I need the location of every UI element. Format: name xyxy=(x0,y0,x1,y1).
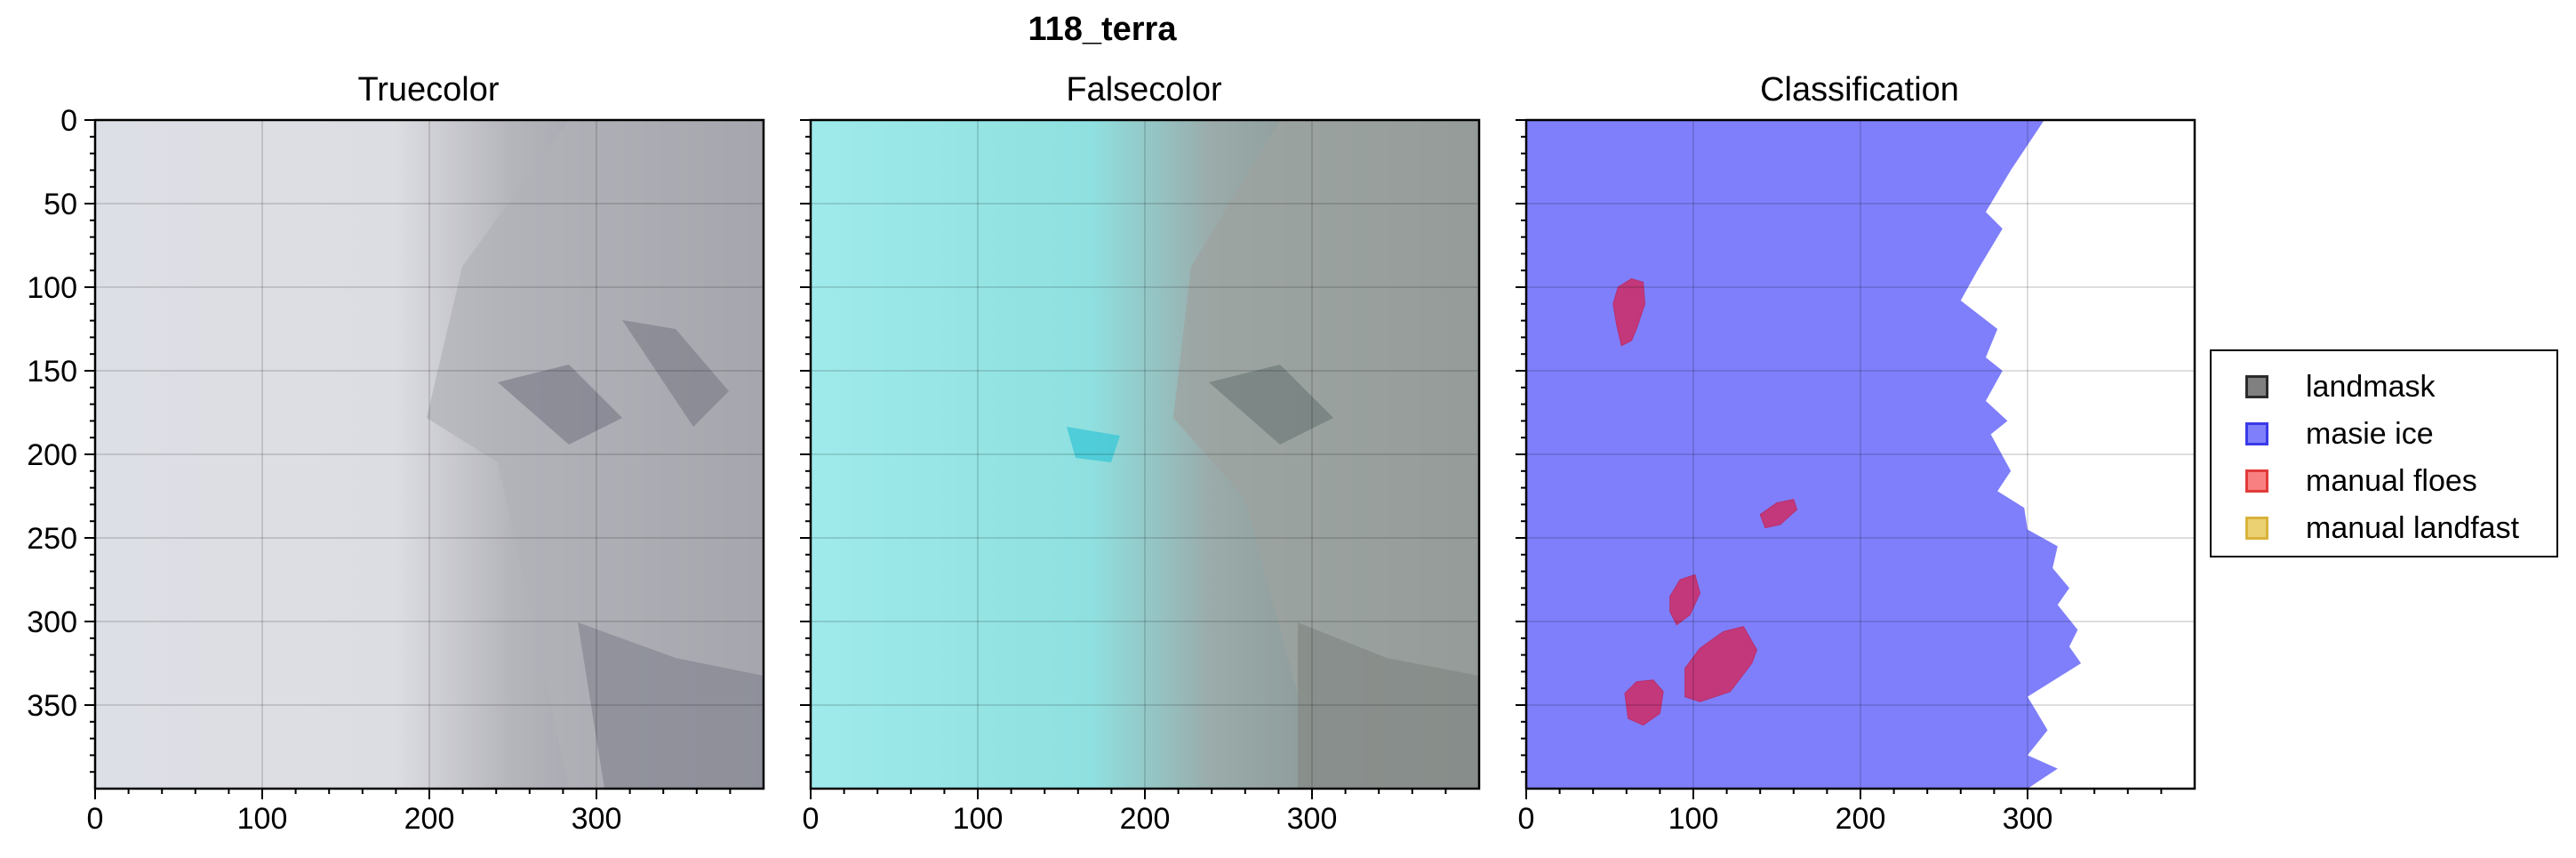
y-tick-label: 300 xyxy=(27,605,77,639)
legend-swatch-landmask xyxy=(2245,375,2268,398)
legend-swatch-manual-landfast xyxy=(2245,517,2268,540)
y-tick-label: 50 xyxy=(44,188,77,221)
panel-title-classification: Classification xyxy=(1760,71,1959,108)
manual-floe-floe-4 xyxy=(1684,626,1757,702)
legend-label: manual floes xyxy=(2306,463,2477,498)
y-tick-label: 0 xyxy=(60,104,77,138)
x-tick-label: 100 xyxy=(953,802,1004,836)
legend-swatch-manual-floes xyxy=(2245,469,2268,493)
x-tick-label: 200 xyxy=(1120,802,1171,836)
y-tick-label: 150 xyxy=(27,355,77,389)
legend-label: masie ice xyxy=(2306,416,2434,451)
manual-floe-floe-2 xyxy=(1759,499,1798,529)
legend-label: landmask xyxy=(2306,369,2436,404)
truecolor-image xyxy=(95,120,764,789)
legend-item-masie-ice: masie ice xyxy=(2245,416,2434,452)
legend-item-manual-floes: manual floes xyxy=(2245,463,2477,499)
manual-floe-floe-3 xyxy=(1669,573,1701,626)
x-tick-label: 200 xyxy=(404,802,455,836)
x-tick-label: 300 xyxy=(1287,802,1338,836)
legend-swatch-masie-ice xyxy=(2245,422,2268,445)
x-tick-label: 300 xyxy=(572,802,622,836)
x-tick-label: 100 xyxy=(237,802,288,836)
legend-label: manual landfast xyxy=(2306,510,2520,545)
panel-title-falsecolor: Falsecolor xyxy=(1066,71,1222,108)
x-tick-label: 100 xyxy=(1668,802,1719,836)
x-tick-label: 0 xyxy=(1518,802,1535,836)
figure-suptitle: 118_terra xyxy=(1028,11,1177,48)
y-tick-label: 200 xyxy=(27,438,77,472)
manual-floe-floe-5 xyxy=(1624,679,1664,726)
x-tick-label: 300 xyxy=(2003,802,2053,836)
manual-floe-floe-1 xyxy=(1612,278,1645,347)
manual-floes-layer xyxy=(1612,278,1798,726)
legend-item-manual-landfast: manual landfast xyxy=(2245,510,2519,546)
x-tick-label: 0 xyxy=(803,802,820,836)
panel-title-truecolor: Truecolor xyxy=(357,71,500,108)
y-tick-label: 350 xyxy=(27,689,77,723)
legend: landmask masie ice manual floes manual l… xyxy=(2210,349,2558,557)
falsecolor-image xyxy=(811,120,1479,789)
classification-image xyxy=(1526,120,2195,789)
masie-ice-region xyxy=(1526,120,2082,789)
legend-item-landmask: landmask xyxy=(2245,369,2436,405)
x-tick-label: 200 xyxy=(1836,802,1886,836)
x-tick-label: 0 xyxy=(87,802,104,836)
y-tick-label: 250 xyxy=(27,522,77,556)
y-tick-label: 100 xyxy=(27,271,77,305)
